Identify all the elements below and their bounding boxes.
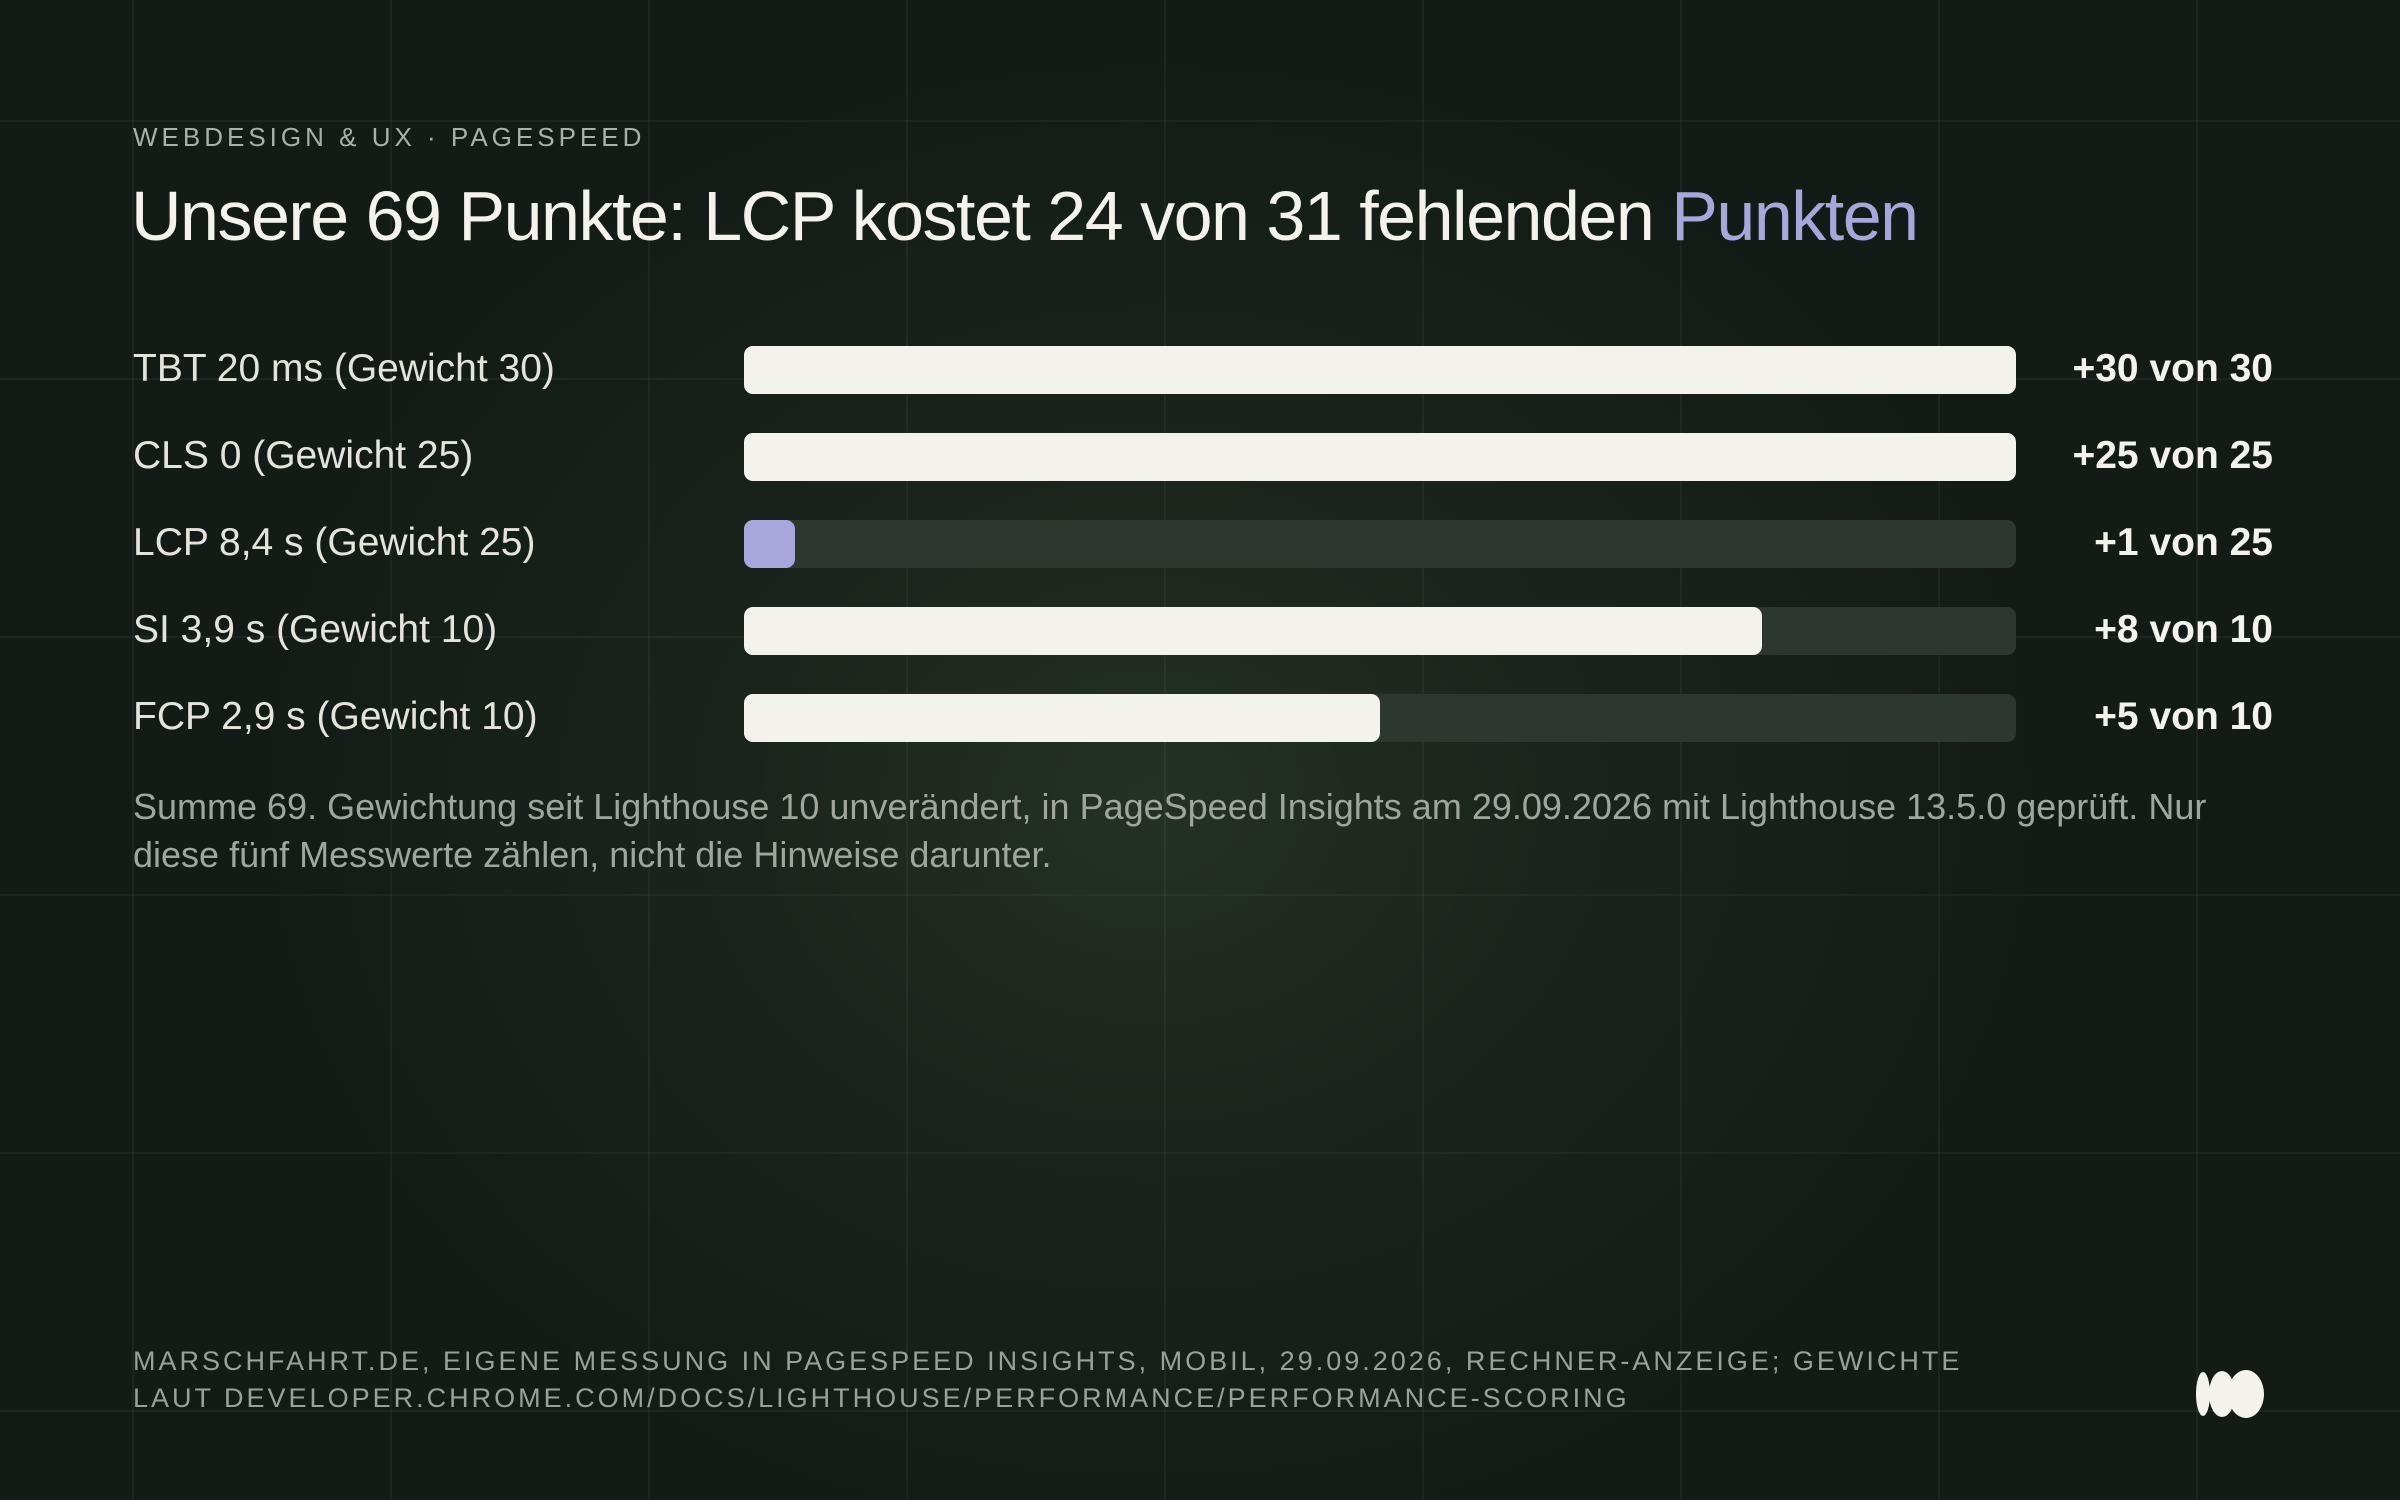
bar xyxy=(744,433,2016,481)
bar-value-label: +25 von 25 xyxy=(2072,434,2273,477)
bar-row: LCP 8,4 s (Gewicht 25) +1 von 25 xyxy=(133,512,2273,599)
bar-row: TBT 20 ms (Gewicht 30) +30 von 30 xyxy=(133,338,2273,425)
bar-track xyxy=(744,346,2016,394)
bar-value-label: +8 von 10 xyxy=(2094,608,2273,651)
chart-title: Unsere 69 Punkte: LCP kostet 24 von 31 f… xyxy=(131,176,1919,256)
source-footnote: MARSCHFAHRT.DE, EIGENE MESSUNG IN PAGESP… xyxy=(133,1346,1963,1413)
title-main: Unsere 69 Punkte: LCP kostet 24 von 31 f… xyxy=(131,177,1655,255)
bar-track xyxy=(744,694,2016,742)
bar-label: SI 3,9 s (Gewicht 10) xyxy=(133,608,498,651)
bar-track xyxy=(744,520,2016,568)
bar-row: SI 3,9 s (Gewicht 10) +8 von 10 xyxy=(133,599,2273,686)
kicker: WEBDESIGN & UX · PAGESPEED xyxy=(133,122,646,152)
bar xyxy=(744,694,1380,742)
bar xyxy=(744,520,795,568)
bar-value-label: +1 von 25 xyxy=(2094,521,2273,564)
bar-label: FCP 2,9 s (Gewicht 10) xyxy=(133,695,538,738)
bar-track xyxy=(744,433,2016,481)
chart-note: Summe 69. Gewichtung seit Lighthouse 10 … xyxy=(133,786,2207,875)
bar-label: TBT 20 ms (Gewicht 30) xyxy=(133,347,555,390)
bar xyxy=(744,607,1762,655)
brand-logo-icon xyxy=(2196,1370,2264,1418)
bar-row: FCP 2,9 s (Gewicht 10) +5 von 10 xyxy=(133,686,2273,773)
bar-label: CLS 0 (Gewicht 25) xyxy=(133,434,474,477)
bar-chart: TBT 20 ms (Gewicht 30) +30 von 30 CLS 0 (G… xyxy=(133,338,2273,773)
bar-value-label: +30 von 30 xyxy=(2072,347,2273,390)
bar-label: LCP 8,4 s (Gewicht 25) xyxy=(133,521,536,564)
bar-row: CLS 0 (Gewicht 25) +25 von 25 xyxy=(133,425,2273,512)
bar xyxy=(744,346,2016,394)
title-accent: Punkten xyxy=(1671,177,1919,255)
bar-track xyxy=(744,607,2016,655)
bar-value-label: +5 von 10 xyxy=(2094,695,2273,738)
